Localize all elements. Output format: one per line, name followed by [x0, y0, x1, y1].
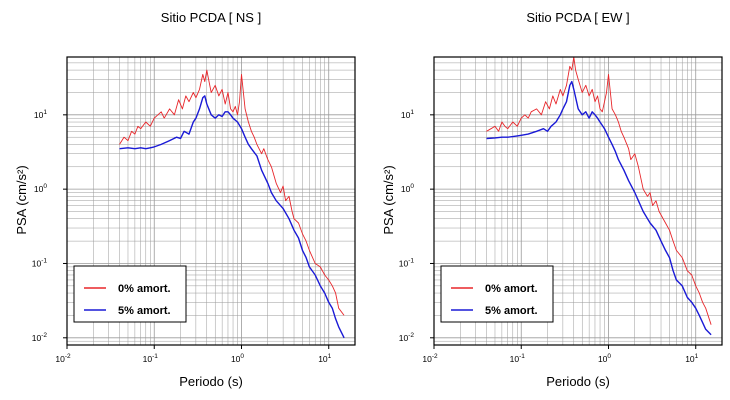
- legend: 0% amort. 5% amort.: [73, 265, 187, 323]
- legend-box: [440, 265, 554, 323]
- x-axis-label: Periodo (s): [179, 374, 243, 389]
- chart-title: Sitio PCDA [ EW ]: [526, 10, 629, 25]
- y-tick-label: 100: [34, 183, 47, 194]
- plot-frame: [66, 56, 356, 346]
- y-tick-label: 101: [34, 109, 47, 120]
- x-tick-label: 10-1: [143, 353, 159, 364]
- x-tick-label: 101: [685, 353, 698, 364]
- series-layer: [119, 69, 345, 339]
- series-line-0: [119, 69, 345, 316]
- y-axis-label: PSA (cm/s²): [14, 165, 29, 234]
- y-tick-label: 10-1: [32, 257, 48, 268]
- legend-box: [73, 265, 187, 323]
- series-line-1: [486, 80, 712, 336]
- legend-label-0: 0% amort.: [118, 283, 171, 295]
- tick-labels: 10-2 10-1 100 101 10-2 10-1 100 101: [32, 109, 332, 364]
- tick-labels: 10-2 10-1 100 101 10-2 10-1 100 101: [399, 109, 699, 364]
- x-tick-label: 10-2: [55, 353, 71, 364]
- panel-ew: Sitio PCDA [ EW ] 10-2 10-1 100 101 10-2 10-1…: [381, 10, 723, 389]
- x-tick-label: 10-2: [422, 353, 438, 364]
- panel-ns: Sitio PCDA [ NS ] 10-2 10-1 100 101 10-2 10-1…: [14, 10, 356, 389]
- chart-title: Sitio PCDA [ NS ]: [161, 10, 261, 25]
- y-tick-label: 100: [401, 183, 414, 194]
- y-tick-label: 101: [401, 109, 414, 120]
- legend-label-1: 5% amort.: [485, 305, 538, 317]
- y-tick-label: 10-2: [399, 332, 415, 343]
- series-line-0: [486, 56, 712, 325]
- x-tick-label: 100: [598, 353, 611, 364]
- grid: [434, 57, 722, 345]
- series-line-1: [119, 95, 345, 339]
- y-tick-label: 10-1: [399, 257, 415, 268]
- x-tick-label: 100: [231, 353, 244, 364]
- plot-frame: [433, 56, 723, 346]
- y-tick-label: 10-2: [32, 332, 48, 343]
- legend: 0% amort. 5% amort.: [440, 265, 554, 323]
- y-axis-label: PSA (cm/s²): [381, 165, 396, 234]
- series-layer: [486, 56, 712, 336]
- x-tick-label: 10-1: [510, 353, 526, 364]
- x-axis-label: Periodo (s): [546, 374, 610, 389]
- legend-label-0: 0% amort.: [485, 283, 538, 295]
- legend-label-1: 5% amort.: [118, 305, 171, 317]
- x-tick-label: 101: [318, 353, 331, 364]
